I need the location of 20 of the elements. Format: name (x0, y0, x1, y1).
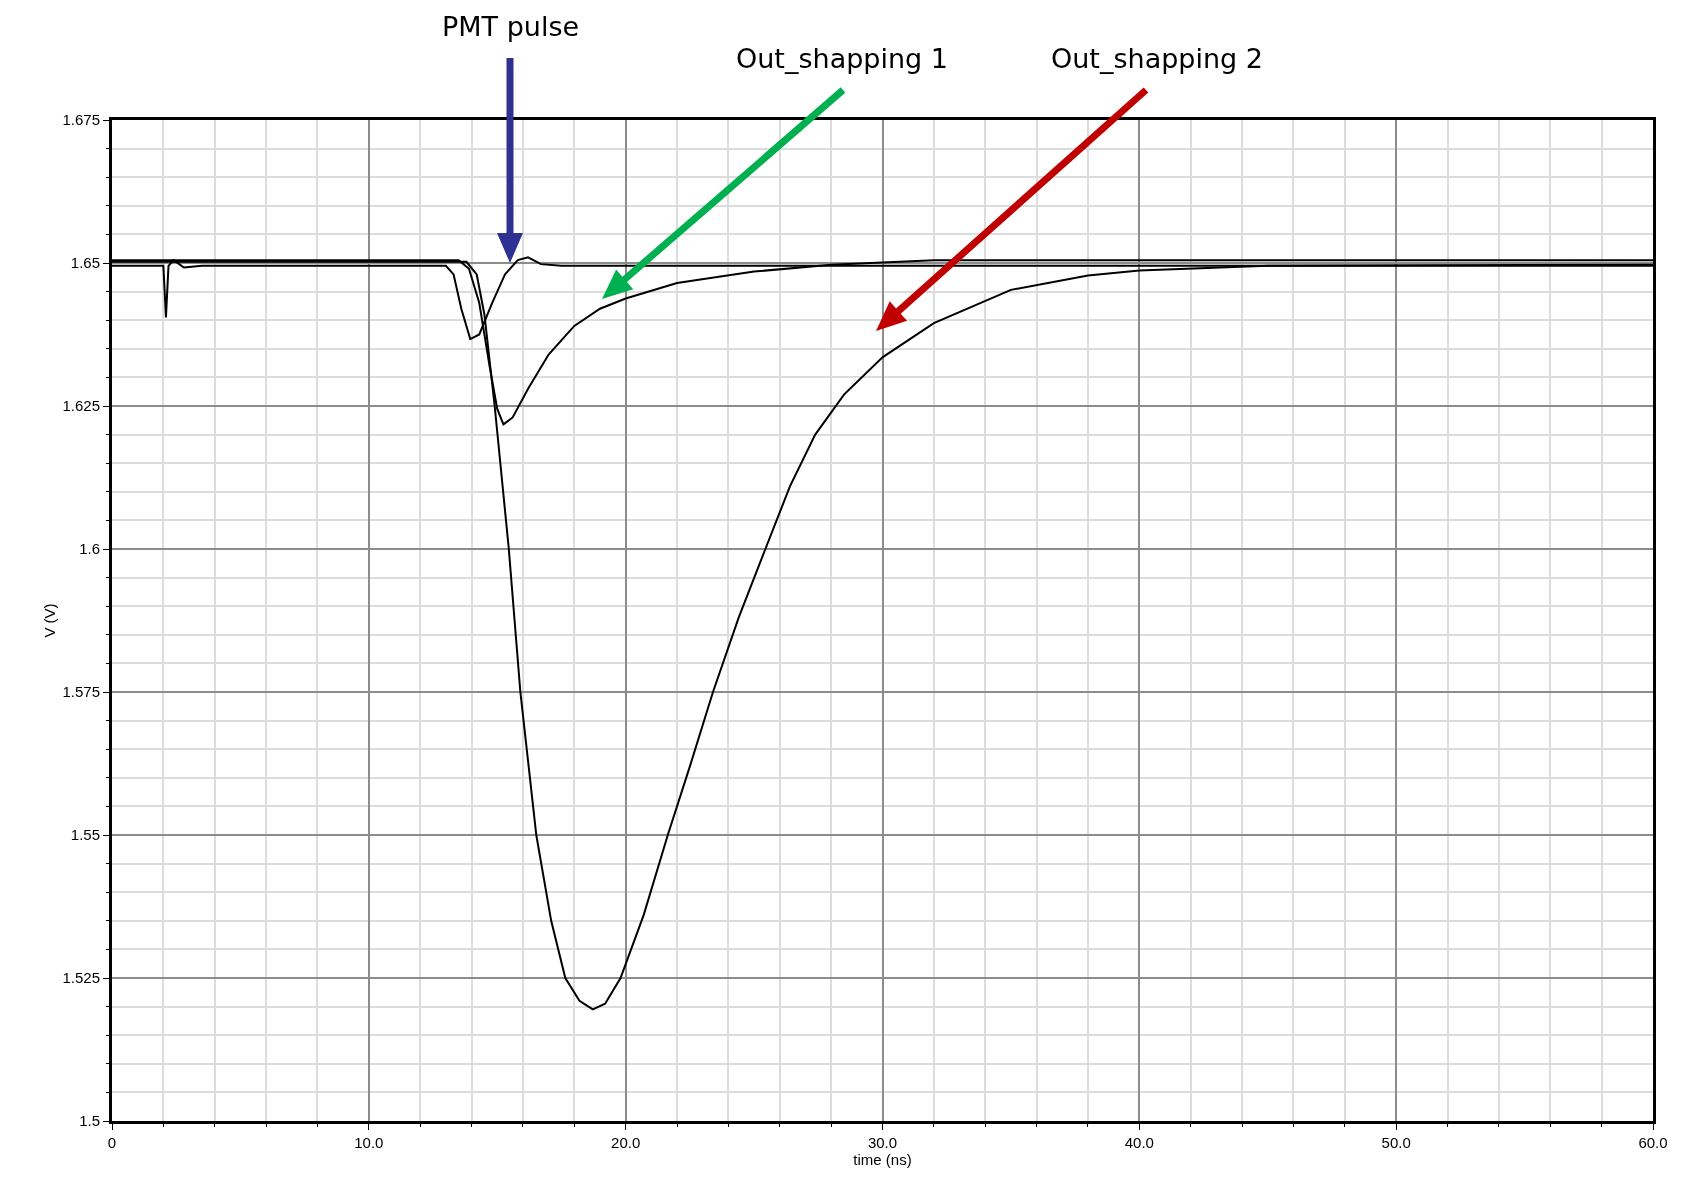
x-tick-label: 50.0 (1381, 1134, 1411, 1151)
text: PMT pulse (442, 11, 580, 42)
x-tick-label: 60.0 (1638, 1134, 1668, 1151)
y-tick-label: 1.575 (62, 683, 100, 701)
y-tick-label: 1.65 (70, 254, 100, 272)
text: Out_shapping 2 (1051, 43, 1263, 74)
y-tick-label: 1.55 (70, 826, 100, 844)
x-tick-label: 0 (107, 1134, 117, 1151)
x-tick-label: 20.0 (611, 1134, 641, 1151)
x-axis-title: time (ns) (853, 1151, 912, 1168)
x-tick-label: 40.0 (1124, 1134, 1154, 1151)
y-tick-label: 1.6 (79, 540, 100, 558)
y-tick-label: 1.525 (62, 969, 100, 987)
y-tick-label: 1.675 (62, 111, 100, 129)
text: Out_shapping 1 (736, 43, 948, 74)
y-tick-label: 1.5 (79, 1112, 100, 1130)
y-axis-title: V (V) (40, 603, 58, 638)
x-tick-label: 10.0 (354, 1134, 384, 1151)
x-tick-label: 30.0 (867, 1134, 898, 1151)
y-tick-label: 1.625 (62, 397, 100, 415)
